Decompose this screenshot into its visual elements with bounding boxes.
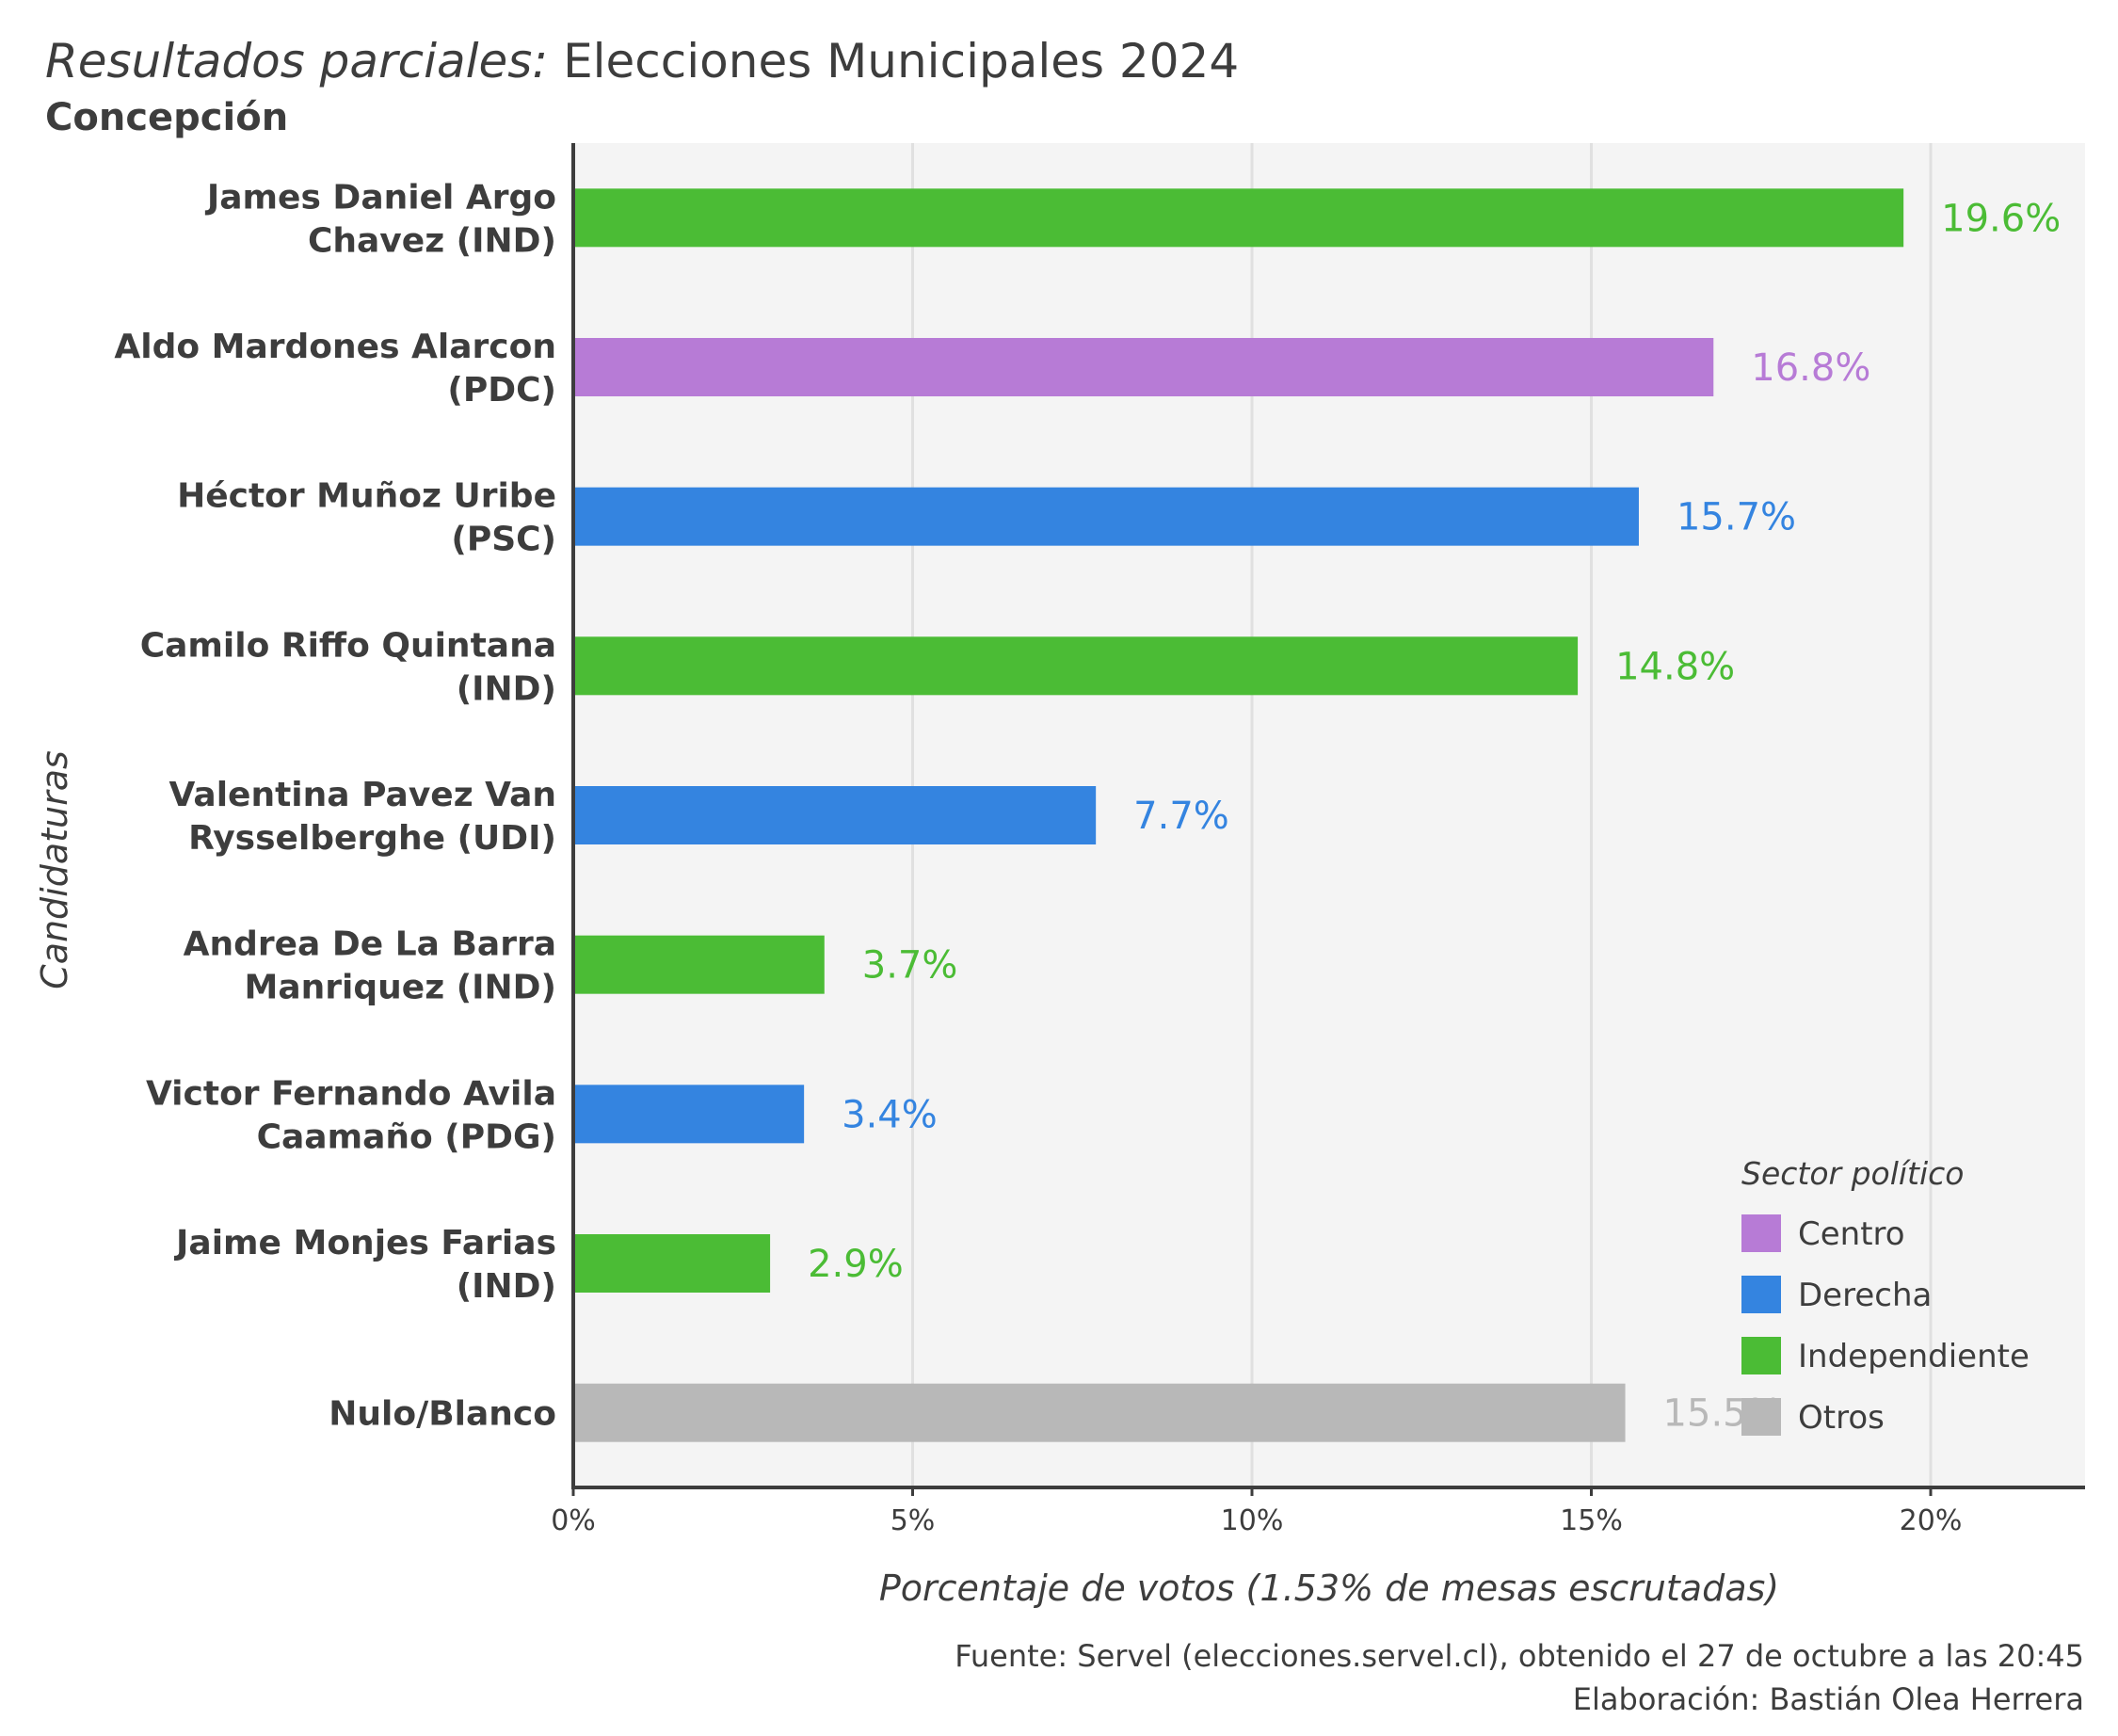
author-caption: Elaboración: Bastián Olea Herrera	[1572, 1681, 2084, 1717]
legend-swatch-1	[1741, 1276, 1781, 1313]
category-label-6-1: Caamaño (PDG)	[257, 1117, 556, 1156]
category-label-2-1: (PSC)	[451, 521, 556, 559]
title-rest: Elecciones Municipales 2024	[563, 34, 1240, 88]
bar-6	[573, 1085, 805, 1144]
category-label-8-0: Nulo/Blanco	[329, 1395, 556, 1434]
category-label-5-1: Manriquez (IND)	[245, 969, 556, 1007]
chart-title: Resultados parciales: Elecciones Municip…	[45, 28, 1239, 94]
legend-label-1: Derecha	[1798, 1277, 1932, 1314]
x-tick-label-1: 5%	[891, 1504, 936, 1537]
x-tick-label-0: 0%	[551, 1504, 596, 1537]
category-label-7-1: (IND)	[457, 1267, 556, 1306]
category-label-3-0: Camilo Riffo Quintana	[140, 626, 556, 665]
x-axis-title: Porcentaje de votos (1.53% de mesas escr…	[879, 1567, 1779, 1609]
category-label-2-0: Héctor Muñoz Uribe	[177, 477, 556, 516]
bar-3	[573, 636, 1579, 696]
value-label-4: 7.7%	[1133, 795, 1229, 838]
x-ticks-group: 0% 5% 10% 15% 20%	[551, 1487, 1962, 1537]
axes-group	[571, 143, 2085, 1489]
legend-label-0: Centro	[1798, 1215, 1905, 1253]
bars-group	[573, 188, 1904, 1442]
legend-swatch-3	[1741, 1398, 1781, 1436]
category-label-0-1: Chavez (IND)	[308, 221, 556, 260]
category-label-6-0: Victor Fernando Avila	[146, 1074, 556, 1113]
x-tick-label-3: 15%	[1560, 1504, 1623, 1537]
legend-swatch-2	[1741, 1337, 1781, 1374]
title-italic: Resultados parciales:	[45, 34, 549, 88]
category-label-3-1: (IND)	[457, 669, 556, 708]
value-label-1: 16.8%	[1751, 346, 1870, 390]
legend-label-2: Independiente	[1798, 1338, 2030, 1375]
x-tick-label-4: 20%	[1900, 1504, 1963, 1537]
category-label-7-0: Jaime Monjes Farias	[173, 1224, 556, 1262]
legend-label-3: Otros	[1798, 1399, 1885, 1437]
value-label-3: 14.8%	[1615, 645, 1735, 688]
x-tick-label-2: 10%	[1221, 1504, 1284, 1537]
category-labels-group: James Daniel Argo Chavez (IND) Aldo Mardon…	[114, 178, 556, 1433]
category-label-4-1: Rysselberghe (UDI)	[188, 819, 556, 858]
bar-5	[573, 935, 825, 994]
bar-0	[573, 188, 1904, 248]
category-label-4-0: Valentina Pavez Van	[169, 776, 556, 814]
category-label-1-0: Aldo Mardones Alarcon	[114, 328, 556, 366]
category-label-0-0: James Daniel Argo	[204, 178, 556, 217]
bar-2	[573, 487, 1639, 546]
bar-8	[573, 1383, 1626, 1442]
bar-1	[573, 338, 1714, 396]
value-label-0: 19.6%	[1941, 197, 2061, 240]
category-label-1-1: (PDC)	[447, 371, 556, 410]
legend-swatch-0	[1741, 1214, 1781, 1252]
legend: Sector político Centro Derecha Independient…	[1741, 1155, 2030, 1437]
category-label-5-0: Andrea De La Barra	[184, 925, 556, 964]
value-labels-group: 19.6%16.8%15.7%14.8%7.7%3.7%3.4%2.9%15.5…	[808, 197, 2061, 1435]
bar-4	[573, 786, 1097, 844]
source-caption: Fuente: Servel (elecciones.servel.cl), o…	[955, 1638, 2084, 1674]
chart-subtitle: Concepción	[45, 96, 289, 139]
value-label-6: 3.4%	[842, 1093, 938, 1136]
value-label-2: 15.7%	[1677, 496, 1796, 539]
legend-title: Sector político	[1741, 1155, 1965, 1192]
value-label-7: 2.9%	[808, 1243, 904, 1286]
bar-7	[573, 1234, 771, 1293]
value-label-5: 3.7%	[862, 944, 958, 988]
